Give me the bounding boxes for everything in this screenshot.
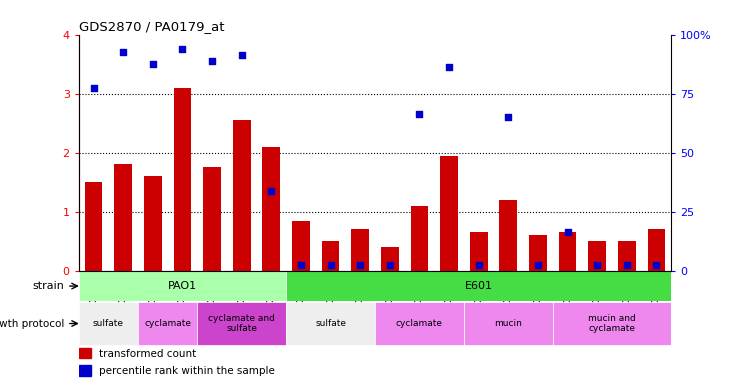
Text: sulfate: sulfate: [315, 319, 346, 328]
Text: mucin: mucin: [494, 319, 522, 328]
Point: [354, 262, 366, 268]
Text: growth protocol: growth protocol: [0, 318, 64, 329]
Bar: [79, 365, 91, 376]
Bar: [144, 176, 162, 271]
Bar: [375, 302, 464, 345]
Bar: [292, 220, 310, 271]
Bar: [559, 232, 577, 271]
Bar: [286, 271, 671, 301]
Text: E601: E601: [465, 281, 493, 291]
Bar: [79, 302, 138, 345]
Point: [503, 114, 515, 120]
Point: [591, 262, 603, 268]
Bar: [351, 229, 369, 271]
Point: [621, 262, 633, 268]
Point: [413, 111, 425, 118]
Text: mucin and
cyclamate: mucin and cyclamate: [588, 314, 636, 333]
Bar: [440, 156, 458, 271]
Bar: [203, 167, 221, 271]
Bar: [79, 271, 286, 301]
Bar: [464, 302, 553, 345]
Text: GDS2870 / PA0179_at: GDS2870 / PA0179_at: [79, 20, 224, 33]
Text: sulfate: sulfate: [93, 319, 124, 328]
Bar: [138, 302, 197, 345]
Text: strain: strain: [32, 281, 64, 291]
Bar: [381, 247, 399, 271]
Point: [562, 229, 574, 235]
Text: cyclamate: cyclamate: [396, 319, 443, 328]
Point: [472, 262, 484, 268]
Point: [147, 61, 159, 67]
Point: [176, 46, 188, 52]
Bar: [322, 241, 340, 271]
Point: [88, 84, 100, 91]
Text: PAO1: PAO1: [168, 281, 197, 291]
Point: [443, 64, 455, 70]
Bar: [470, 232, 488, 271]
Point: [236, 52, 248, 58]
Bar: [588, 241, 606, 271]
Bar: [197, 302, 286, 345]
Point: [325, 262, 337, 268]
Bar: [173, 88, 191, 271]
Point: [650, 262, 662, 268]
Point: [384, 262, 396, 268]
Bar: [553, 302, 671, 345]
Bar: [114, 164, 132, 271]
Bar: [232, 120, 250, 271]
Point: [295, 262, 307, 268]
Point: [117, 49, 129, 55]
Point: [206, 58, 218, 64]
Bar: [85, 182, 103, 271]
Text: percentile rank within the sample: percentile rank within the sample: [100, 366, 275, 376]
Bar: [79, 348, 91, 358]
Text: transformed count: transformed count: [100, 349, 196, 359]
Bar: [529, 235, 547, 271]
Bar: [410, 206, 428, 271]
Point: [266, 188, 278, 194]
Point: [532, 262, 544, 268]
Bar: [286, 302, 375, 345]
Bar: [262, 147, 280, 271]
Text: cyclamate and
sulfate: cyclamate and sulfate: [209, 314, 275, 333]
Text: cyclamate: cyclamate: [144, 319, 191, 328]
Bar: [500, 200, 517, 271]
Bar: [618, 241, 636, 271]
Bar: [647, 229, 665, 271]
